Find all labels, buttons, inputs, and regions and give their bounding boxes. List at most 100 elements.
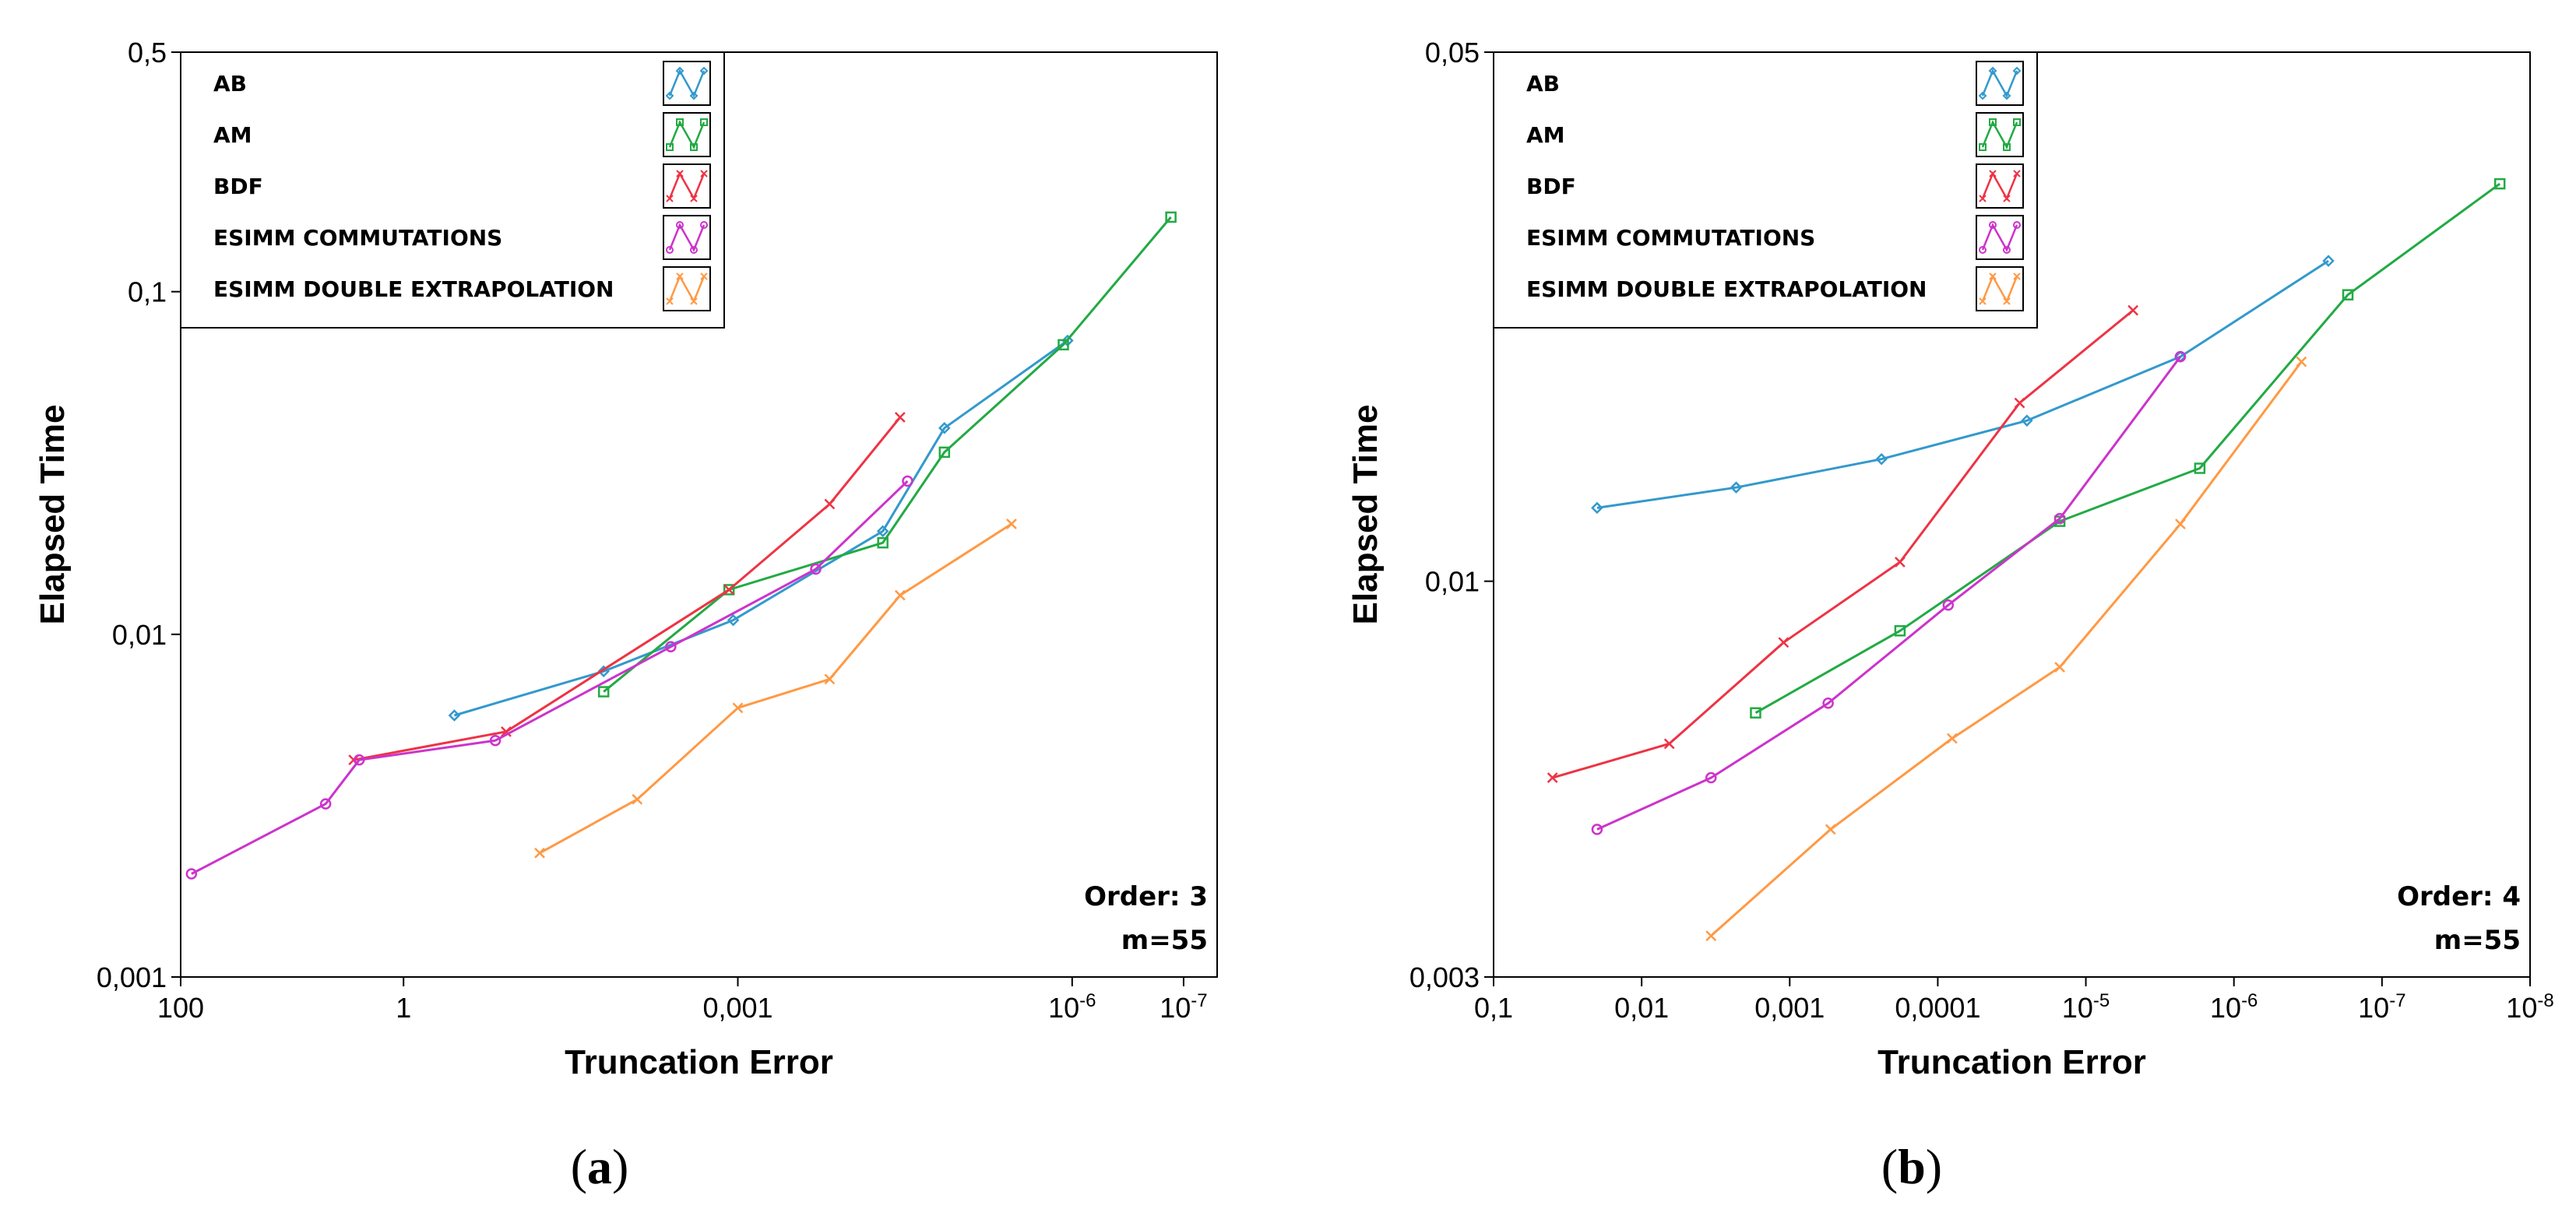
series-am <box>597 211 1177 698</box>
legend-label: AB <box>213 71 247 97</box>
legend-key-marker <box>690 143 698 151</box>
data-point <box>2296 356 2307 367</box>
legend-key-marker <box>2003 195 2011 202</box>
legend-key-marker <box>690 246 698 254</box>
order-annotation: Order: 3 <box>1084 881 1208 912</box>
data-point <box>2053 512 2066 525</box>
legend-box <box>1493 51 2038 329</box>
data-point <box>810 563 822 575</box>
data-point <box>1895 557 1906 568</box>
data-point <box>501 726 512 737</box>
m-annotation: m=55 <box>2434 925 2521 956</box>
series-esimm-double-extrapolation <box>1705 356 2307 942</box>
x-tick-label-base: 10 <box>1160 992 1191 1024</box>
legend-key-marker <box>1988 66 1997 76</box>
series-bdf <box>348 412 906 766</box>
data-point <box>2014 397 2025 409</box>
x-tick-label: 10-8 <box>2506 990 2553 1024</box>
legend-key-marker <box>1989 170 1997 177</box>
legend-key-line <box>1981 171 2018 201</box>
legend-label: ESIMM COMMUTATIONS <box>213 225 502 251</box>
data-point <box>1875 452 1888 466</box>
data-point <box>732 702 744 714</box>
data-point <box>665 641 677 653</box>
data-point <box>1942 599 1955 611</box>
series-esimm-commutations <box>185 475 913 880</box>
legend-key-line <box>668 274 706 304</box>
data-point <box>1006 518 1017 529</box>
legend-key-marker <box>700 221 708 229</box>
y-tick-label: 0,5 <box>128 37 167 69</box>
series-line-am <box>603 216 1172 693</box>
legend-key-marker <box>690 297 698 305</box>
y-tick-label: 0,1 <box>128 276 167 308</box>
legend-key-marker <box>1979 297 1987 305</box>
y-tick-label: 0,01 <box>1425 566 1480 598</box>
data-point <box>1946 733 1958 744</box>
legend-key-marker <box>1979 143 1987 151</box>
legend-key-marker <box>1989 221 1997 229</box>
data-point <box>938 446 951 459</box>
data-point <box>2021 414 2033 427</box>
legend-key-marker <box>700 272 708 280</box>
x-tick-label: 10-6 <box>2210 990 2258 1024</box>
data-point <box>1057 339 1069 351</box>
legend-label: BDF <box>1526 174 1576 199</box>
legend-label: ESIMM DOUBLE EXTRAPOLATION <box>213 276 614 302</box>
panel-a: 100 1 0,001 10-6 10-70,50,10,010,001Truncati… <box>33 37 1218 1194</box>
legend-key-marker <box>666 246 674 254</box>
caption-open: ( <box>571 1139 587 1194</box>
legend: AB AM BDF ESIMM COMMUTATIONS ESIMM DOUBLE EX… <box>180 51 725 329</box>
data-point <box>824 673 836 685</box>
x-tick-label: 0,01 <box>1614 992 1669 1024</box>
data-point <box>894 589 906 601</box>
legend-key-marker <box>2013 118 2021 126</box>
legend-key-marker <box>2013 170 2021 177</box>
legend: AB AM BDF ESIMM COMMUTATIONS ESIMM DOUBLE EX… <box>1493 51 2038 329</box>
x-tick-label-base: 10 <box>2062 992 2093 1024</box>
legend-key-marker <box>2012 66 2022 76</box>
legend-key-marker <box>690 195 698 202</box>
data-point <box>1778 637 1789 648</box>
data-point <box>319 798 332 810</box>
data-point <box>1750 707 1761 719</box>
legend-label: ESIMM COMMUTATIONS <box>1526 225 1815 251</box>
legend-key-marker <box>2003 246 2011 254</box>
data-point <box>1663 738 1675 750</box>
series-ab <box>1591 255 2335 515</box>
y-axis-label: Elapsed Time <box>33 405 72 625</box>
data-point <box>2194 462 2206 474</box>
legend-key-marker <box>2013 272 2021 280</box>
legend-key-marker <box>676 170 684 177</box>
legend-key-line <box>668 223 706 252</box>
legend-key-marker <box>1978 91 1987 100</box>
legend-key-marker <box>675 66 684 76</box>
legend-key-marker <box>700 170 708 177</box>
data-point <box>2127 304 2139 316</box>
data-point <box>534 847 545 859</box>
panel-caption: (a) <box>571 1139 629 1194</box>
data-point <box>727 613 740 627</box>
y-tick-label: 0,001 <box>97 961 167 993</box>
data-point <box>2322 255 2335 267</box>
x-tick-label: 1 <box>396 992 411 1024</box>
data-point <box>1822 698 1834 709</box>
legend-key-line <box>1981 223 2018 252</box>
legend-key-marker <box>2003 143 2011 151</box>
data-point <box>597 665 610 678</box>
x-tick-label: 0,001 <box>702 992 772 1024</box>
x-tick-label: 0,0001 <box>1895 992 1980 1024</box>
legend-key-line <box>1981 69 2018 98</box>
data-point <box>632 793 643 805</box>
legend-key-marker <box>1979 195 1987 202</box>
x-axis-label: Truncation Error <box>1877 1043 2146 1081</box>
data-point <box>2174 350 2187 363</box>
order-annotation: Order: 4 <box>2397 881 2521 912</box>
x-tick-label: 0,001 <box>1754 992 1825 1024</box>
x-tick-label: 10-6 <box>1048 990 1096 1024</box>
x-tick-label-exp: -5 <box>2093 990 2110 1011</box>
x-tick-label: 0,1 <box>1474 992 1513 1024</box>
legend-key-marker <box>2003 297 2011 305</box>
data-point <box>1705 930 1717 942</box>
data-point <box>876 525 889 538</box>
